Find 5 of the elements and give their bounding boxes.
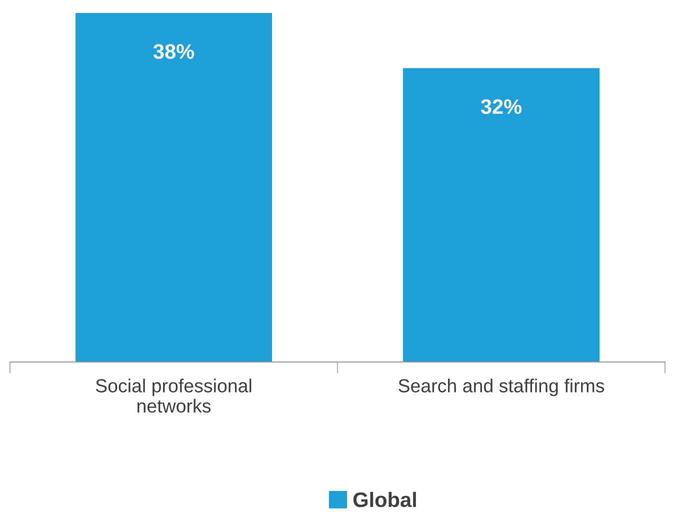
legend-label: Global (353, 492, 416, 508)
data-label: 32% (480, 99, 522, 114)
data-label: 38% (153, 44, 194, 59)
x-tick-label: Search and staffing firms (398, 378, 604, 396)
x-tick-label: Social professional networks (96, 378, 252, 413)
